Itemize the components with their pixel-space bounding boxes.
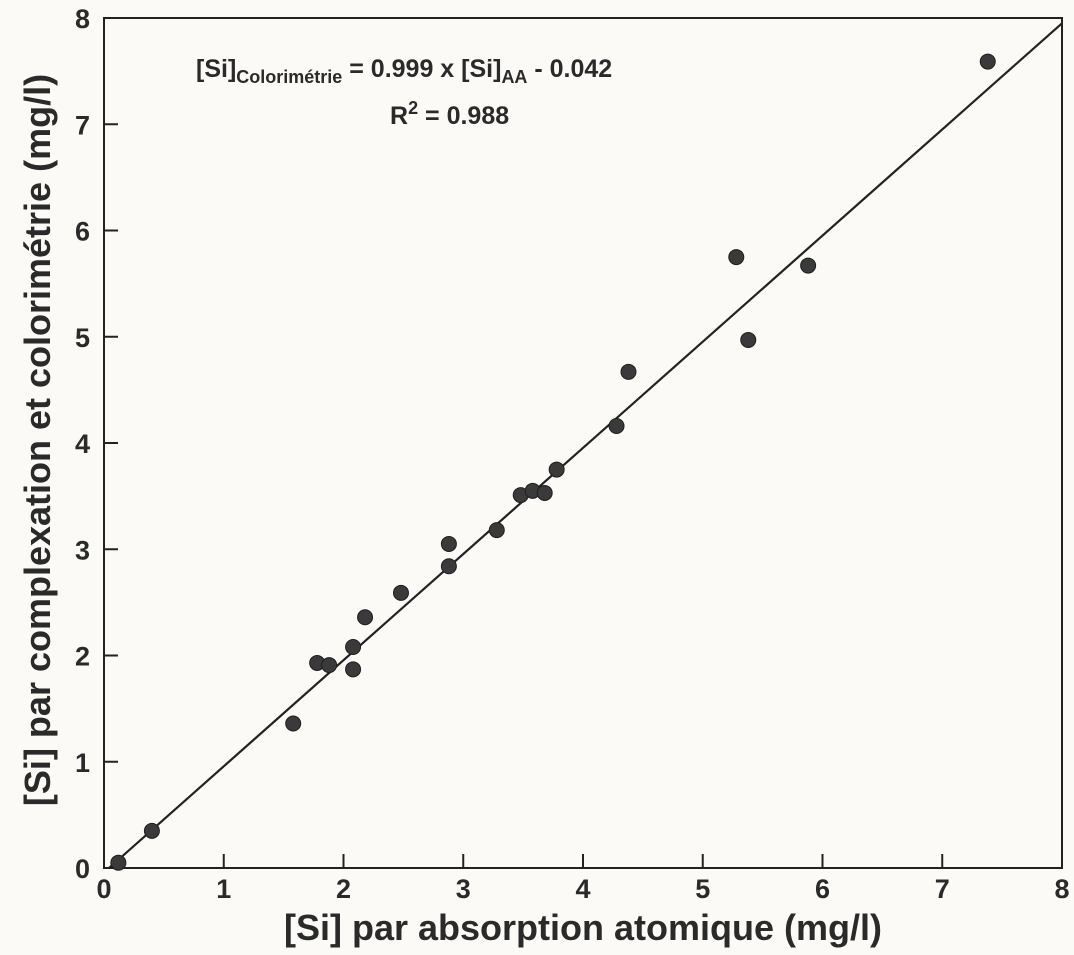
data-point-0 (110, 854, 127, 871)
data-point-15 (548, 461, 565, 478)
r-squared: R2 = 0.988 (390, 98, 509, 130)
data-point-21 (979, 53, 996, 70)
x-axis-title: [Si] par absorption atomique (mg/l) (284, 907, 882, 948)
data-point-18 (728, 249, 745, 266)
data-point-11 (488, 522, 505, 539)
x-tick-label-7: 7 (935, 874, 950, 904)
y-tick-label-3: 3 (75, 535, 90, 565)
data-point-14 (536, 484, 553, 501)
data-point-2 (285, 715, 302, 732)
eq-sub-aa: AA (501, 67, 527, 87)
data-point-19 (740, 331, 757, 348)
x-tick-label-6: 6 (815, 874, 830, 904)
eq-suffix: - 0.042 (527, 55, 612, 83)
data-point-8 (392, 584, 409, 601)
data-point-4 (321, 657, 338, 674)
y-axis-ticks (104, 17, 118, 869)
data-point-17 (620, 363, 637, 380)
data-point-7 (357, 609, 374, 626)
plot-frame (103, 17, 1063, 869)
data-point-20 (800, 257, 817, 274)
y-axis-title: [Si] par complexation et colorimétrie (m… (17, 74, 58, 806)
x-tick-label-3: 3 (456, 874, 471, 904)
data-point-1 (143, 822, 160, 839)
y-axis-tick-labels: 0 1 2 3 4 5 6 7 8 (75, 4, 90, 884)
r2-suffix: = 0.988 (418, 102, 509, 130)
regression-equation: [Si]Colorimétrie = 0.999 x [Si]AA - 0.04… (196, 55, 612, 87)
eq-sub-colorimetrie: Colorimétrie (236, 67, 342, 87)
eq-middle: = 0.999 x [Si] (342, 55, 501, 83)
y-tick-label-5: 5 (75, 323, 90, 353)
y-tick-label-0: 0 (75, 854, 90, 884)
data-point-5 (345, 639, 362, 655)
data-point-16 (608, 418, 625, 434)
x-tick-label-8: 8 (1054, 874, 1069, 904)
regression-line (108, 22, 1063, 869)
x-axis-ticks (103, 854, 1063, 868)
r2-superscript: 2 (408, 98, 418, 118)
y-tick-label-1: 1 (75, 748, 90, 778)
y-tick-label-6: 6 (75, 217, 90, 247)
eq-prefix: [Si] (196, 55, 236, 83)
x-tick-label-0: 0 (96, 874, 111, 904)
y-tick-label-4: 4 (75, 429, 90, 459)
data-point-10 (440, 558, 457, 575)
y-tick-label-7: 7 (75, 110, 90, 140)
x-tick-label-2: 2 (336, 874, 351, 904)
y-tick-label-2: 2 (75, 642, 90, 672)
x-tick-label-4: 4 (575, 874, 590, 904)
x-axis-tick-labels: 0 1 2 3 4 5 6 7 8 (96, 874, 1069, 904)
data-point-6 (345, 661, 362, 678)
x-tick-label-5: 5 (695, 874, 710, 904)
r2-prefix: R (390, 102, 408, 130)
data-point-9 (440, 535, 457, 552)
data-points (110, 53, 996, 871)
x-tick-label-1: 1 (216, 874, 231, 904)
y-tick-label-8: 8 (75, 4, 90, 34)
